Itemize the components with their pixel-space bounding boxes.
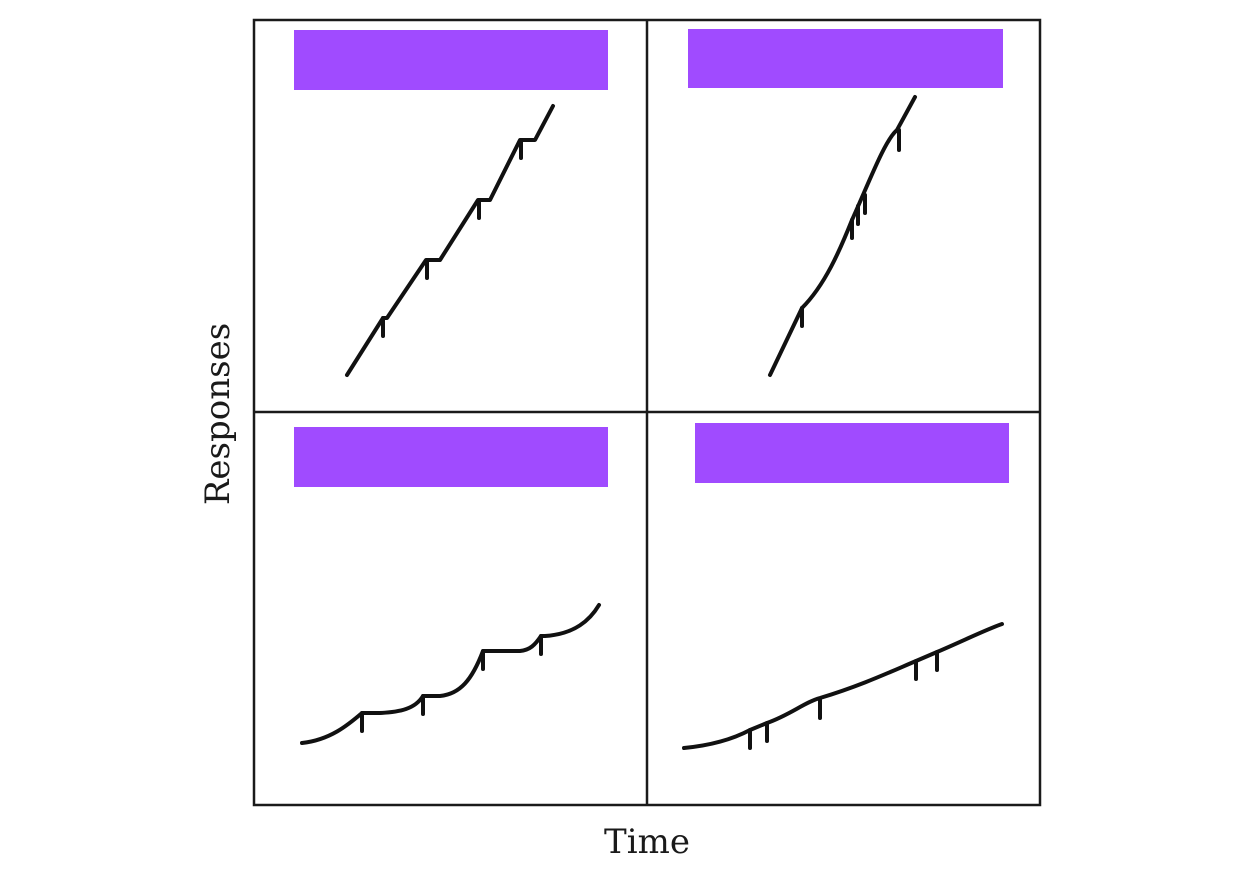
panel-label-box [294,30,608,90]
cumulative-record-curve [768,95,917,377]
panel-label-box [294,427,608,487]
cumulative-record-curve [300,603,601,745]
x-axis-label: Time [604,822,690,862]
panel-bottom-left [294,427,608,487]
y-axis-label: Responses [198,322,238,506]
cumulative-record-curve [682,622,1004,750]
panel-bottom-right [695,423,1009,483]
panel-top-right [688,29,1003,88]
panel-label-box [688,29,1003,88]
panel-top-left [294,30,608,90]
panel-label-box [695,423,1009,483]
